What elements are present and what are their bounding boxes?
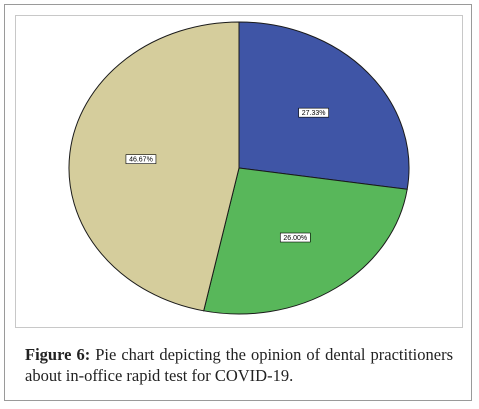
slice-label-text: 46.67% [129, 157, 153, 164]
slice-label-box [298, 107, 329, 118]
slice-label-text: 27.33% [302, 110, 326, 117]
figure-label: Figure 6: [25, 345, 91, 364]
slice-label: 46.67% [125, 154, 157, 164]
pie-slice [238, 21, 410, 190]
slice-label-box [125, 154, 157, 164]
chart-frame: 27.33% 26.00% 46.67% [15, 15, 463, 328]
figure: 27.33% 26.00% 46.67% Figure 6: Pie chart d… [4, 4, 472, 401]
slice-label-text: 26.00% [283, 235, 307, 242]
caption-text: Pie chart depicting the opinion of denta… [25, 345, 453, 385]
slice-label-box [279, 232, 311, 243]
figure-caption: Figure 6: Pie chart depicting the opinio… [25, 344, 453, 386]
slice-label: 26.00% [279, 232, 311, 243]
slice-label: 27.33% [298, 107, 329, 118]
pie-chart: 27.33% 26.00% 46.67% [68, 21, 410, 315]
pie-slice [68, 21, 240, 312]
